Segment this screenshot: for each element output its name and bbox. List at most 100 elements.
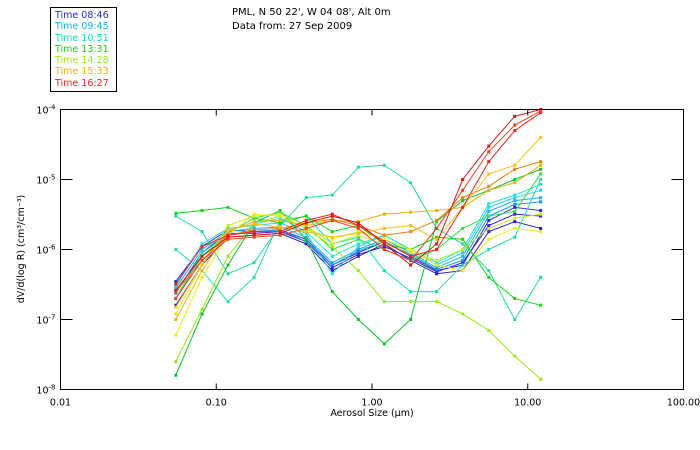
data-point xyxy=(304,235,308,239)
data-point xyxy=(487,269,491,273)
data-point xyxy=(461,237,465,241)
data-point xyxy=(409,252,413,256)
data-point xyxy=(200,242,204,246)
legend-item-1627: Time 16:27 xyxy=(55,77,109,89)
data-point xyxy=(539,182,543,186)
data-point xyxy=(513,220,517,224)
data-point xyxy=(539,303,543,307)
data-point xyxy=(330,235,334,239)
data-point xyxy=(356,235,360,239)
data-point xyxy=(200,248,204,251)
data-point xyxy=(252,231,256,235)
y-tick-label: 10-5 xyxy=(36,174,55,187)
data-point xyxy=(226,226,230,230)
data-point xyxy=(356,226,360,230)
data-point xyxy=(435,263,439,267)
data-point xyxy=(382,163,386,167)
data-point xyxy=(330,245,334,249)
data-point xyxy=(382,237,386,241)
data-point xyxy=(252,214,256,218)
data-point xyxy=(356,245,360,249)
data-point xyxy=(278,210,282,214)
data-point xyxy=(226,272,230,276)
data-point xyxy=(435,266,439,270)
data-point xyxy=(252,228,256,232)
data-point xyxy=(330,261,334,265)
data-point xyxy=(226,228,230,232)
data-point xyxy=(513,163,517,167)
data-point xyxy=(513,199,517,203)
data-point xyxy=(382,233,386,237)
data-point xyxy=(304,218,308,222)
data-point xyxy=(330,290,334,294)
data-point xyxy=(461,248,465,251)
data-point xyxy=(435,261,439,265)
data-point xyxy=(226,263,230,267)
data-point xyxy=(226,205,230,209)
data-point xyxy=(304,226,308,230)
data-point xyxy=(487,209,491,213)
data-point xyxy=(356,318,360,321)
data-point xyxy=(200,269,204,273)
data-point xyxy=(513,205,517,209)
data-point xyxy=(461,188,465,192)
data-point xyxy=(278,221,282,225)
data-point xyxy=(174,303,178,307)
data-point xyxy=(200,307,204,311)
data-point xyxy=(278,225,282,229)
data-point xyxy=(200,251,204,255)
data-point xyxy=(487,248,491,251)
data-point xyxy=(304,237,308,241)
data-point xyxy=(382,342,386,346)
data-point xyxy=(226,235,230,239)
data-point xyxy=(200,312,204,316)
data-point xyxy=(226,230,230,234)
data-point xyxy=(513,181,517,185)
data-point xyxy=(226,300,230,304)
data-point xyxy=(356,252,360,256)
data-point xyxy=(330,248,334,251)
data-point xyxy=(304,224,308,228)
data-point xyxy=(200,275,204,279)
data-point xyxy=(435,270,439,274)
data-point xyxy=(174,360,178,364)
data-point xyxy=(252,216,256,220)
data-point xyxy=(356,233,360,237)
data-point xyxy=(539,196,543,200)
data-point xyxy=(435,209,439,213)
data-point xyxy=(513,178,517,181)
data-point xyxy=(539,209,543,213)
data-point xyxy=(252,230,256,234)
data-point xyxy=(200,263,204,267)
data-point xyxy=(382,226,386,230)
data-point xyxy=(513,202,517,206)
data-point xyxy=(513,196,517,200)
x-tick-label: 10.00 xyxy=(514,398,541,409)
data-point xyxy=(513,193,517,197)
data-point xyxy=(356,237,360,241)
data-point xyxy=(200,230,204,234)
data-point xyxy=(461,312,465,316)
data-point xyxy=(174,305,178,309)
data-point xyxy=(513,123,517,127)
data-point xyxy=(330,237,334,241)
data-point xyxy=(382,245,386,249)
data-point xyxy=(461,269,465,273)
data-point xyxy=(200,258,204,262)
data-point xyxy=(487,188,491,192)
data-point xyxy=(539,377,543,381)
data-point xyxy=(252,233,256,237)
data-point xyxy=(330,212,334,216)
data-point xyxy=(409,248,413,251)
data-point xyxy=(174,312,178,316)
data-point xyxy=(461,258,465,262)
data-point xyxy=(513,209,517,213)
data-point xyxy=(487,205,491,209)
data-point xyxy=(252,235,256,239)
data-point xyxy=(200,245,204,249)
data-point xyxy=(513,167,517,171)
legend-item-1331: Time 13:31 xyxy=(55,43,109,55)
data-point xyxy=(513,216,517,220)
data-point xyxy=(330,272,334,276)
